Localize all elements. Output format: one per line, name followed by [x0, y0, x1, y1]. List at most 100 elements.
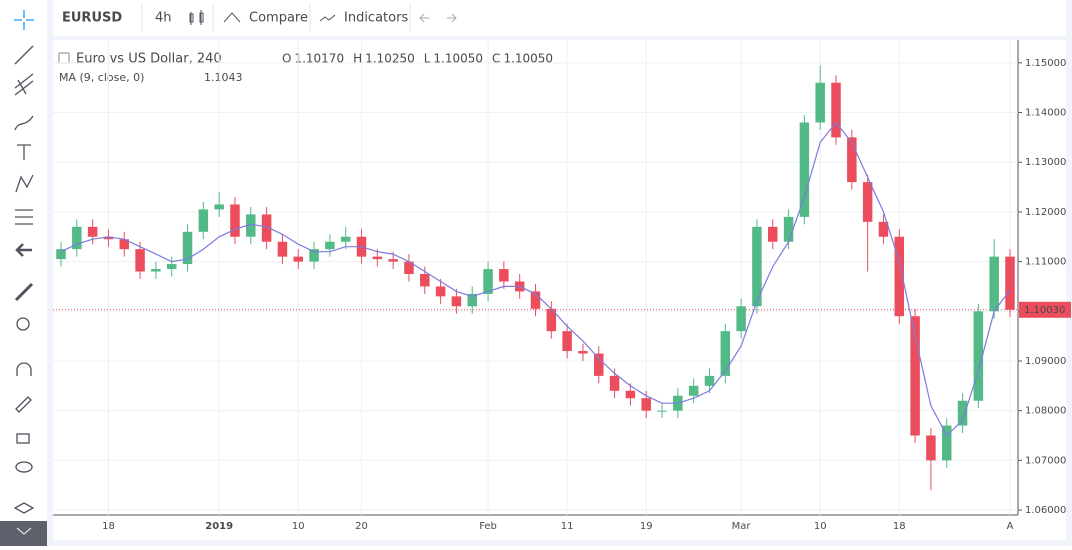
y-tick-label: 1.09000	[1025, 356, 1066, 367]
candle-body	[799, 122, 810, 217]
x-tick-label: 10	[292, 521, 305, 532]
chart-pane	[53, 40, 1066, 540]
candle-body	[246, 214, 256, 237]
candle-body	[562, 331, 572, 352]
fib-tool[interactable]	[14, 73, 34, 96]
y-tick-label: 1.06000	[1025, 505, 1066, 516]
top-toolbar	[53, 0, 1066, 36]
y-tick-label: 1.08000	[1025, 406, 1066, 417]
candle-body	[166, 264, 177, 270]
candle-body	[388, 259, 398, 262]
ohlc-value: 1.10250	[365, 52, 415, 66]
compare-button[interactable]: Compare	[249, 11, 308, 26]
candle-body	[261, 214, 272, 242]
candle-body	[641, 398, 651, 411]
brush-tool[interactable]	[14, 115, 34, 131]
candle-body	[56, 249, 66, 260]
chart-style-icon[interactable]	[189, 10, 204, 25]
candle-body	[815, 82, 825, 123]
candle-body	[546, 308, 557, 332]
indicator-value: 1.1043	[204, 71, 243, 84]
back-tool[interactable]	[15, 243, 32, 257]
crosshair-tool[interactable]	[14, 10, 34, 30]
prediction-tool[interactable]	[15, 209, 33, 225]
candle-body	[783, 216, 794, 242]
unlock-tool[interactable]	[16, 433, 30, 444]
trendline-tool[interactable]	[14, 45, 34, 65]
collapse-icon	[16, 527, 32, 535]
ohlc-value: 1.10050	[503, 52, 553, 66]
indicator-name: MA (9, close, 0)	[59, 71, 144, 84]
candle-body	[989, 256, 999, 312]
lock-draw-tool[interactable]	[15, 396, 32, 413]
candle-body	[704, 375, 715, 386]
x-tick-label: 2019	[205, 521, 233, 532]
candle-body	[435, 286, 446, 297]
y-tick-label: 1.13000	[1025, 157, 1066, 168]
y-tick-label: 1.15000	[1025, 58, 1066, 69]
candle-body	[862, 182, 873, 222]
compare-icon	[223, 12, 241, 23]
x-tick-label: Mar	[732, 521, 752, 532]
layers-tool[interactable]	[13, 502, 35, 514]
candle-body	[309, 249, 319, 262]
candle-body	[657, 410, 667, 412]
y-tick-label: 1.11000	[1025, 257, 1066, 268]
candle-body	[72, 226, 82, 250]
candle-body	[467, 293, 477, 307]
x-tick-label: 19	[640, 521, 653, 532]
candle-body	[894, 236, 905, 317]
candle-body	[325, 241, 335, 250]
candle-body	[499, 269, 509, 282]
text-tool[interactable]	[17, 144, 31, 160]
price-label: 1.10030	[1024, 305, 1065, 316]
candle-body	[609, 375, 620, 391]
x-tick-label: A	[1007, 521, 1014, 532]
ohlc-value: 1.10170	[294, 52, 344, 66]
candle-body	[214, 204, 224, 210]
ohlc-key: H	[353, 52, 362, 66]
candle-body	[847, 137, 857, 183]
candle-body	[151, 269, 161, 272]
candle-body	[198, 209, 209, 232]
candle-body	[530, 291, 541, 309]
candle-body	[578, 351, 588, 354]
candle-body	[293, 256, 303, 262]
candle-body	[277, 241, 288, 257]
eye-tool[interactable]	[15, 461, 33, 473]
interval[interactable]: 4h	[155, 11, 172, 26]
undo-redo[interactable]	[419, 13, 457, 23]
ohlc-key: L	[424, 52, 431, 66]
y-tick-label: 1.07000	[1025, 455, 1066, 466]
x-tick-label: 20	[355, 521, 368, 532]
candle-body	[973, 311, 984, 401]
symbol[interactable]: EURUSD	[62, 11, 122, 26]
candle-body	[420, 274, 430, 287]
candle-body	[103, 236, 114, 240]
indicators-button[interactable]: Indicators	[344, 11, 408, 26]
x-tick-label: 18	[102, 521, 115, 532]
ma-line	[60, 121, 1011, 437]
ohlc-value: 1.10050	[433, 52, 483, 66]
candle-body	[1005, 256, 1015, 310]
measure-tool[interactable]	[14, 282, 34, 302]
tool-icons	[13, 10, 35, 514]
candle-body	[404, 261, 414, 275]
candle-body	[831, 82, 841, 138]
candle-body	[119, 239, 130, 250]
pattern-tool[interactable]	[15, 174, 34, 193]
candle-body	[720, 331, 731, 376]
left-toolbar	[0, 0, 47, 546]
ohlc-key: C	[492, 52, 500, 66]
candle-body	[941, 425, 952, 461]
candle-body	[688, 385, 699, 396]
price-label-box	[1019, 301, 1071, 318]
candle-body	[910, 316, 920, 436]
candle-body	[451, 296, 462, 307]
zoom-tool[interactable]	[16, 317, 30, 331]
magnet-tool[interactable]	[16, 362, 32, 376]
candle-body	[372, 256, 383, 260]
y-tick-label: 1.14000	[1025, 108, 1066, 119]
candle-body	[926, 435, 936, 461]
